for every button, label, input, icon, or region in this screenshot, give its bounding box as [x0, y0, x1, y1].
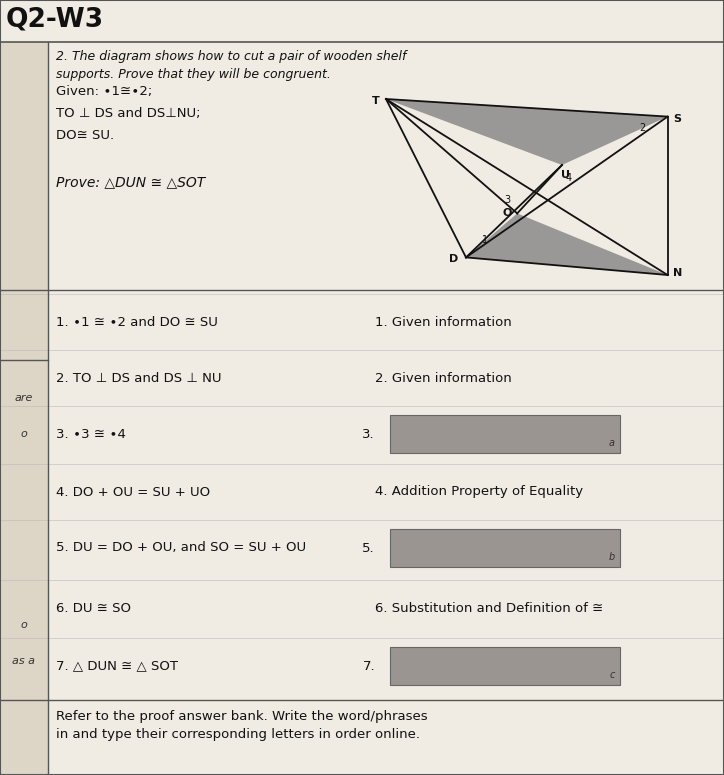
Text: 2. Given information: 2. Given information [375, 371, 512, 384]
Bar [390, 415, 620, 453]
Text: Q2-W3: Q2-W3 [6, 6, 104, 32]
Text: Refer to the proof answer bank. Write the word/phrases: Refer to the proof answer bank. Write th… [56, 710, 428, 723]
Text: 2: 2 [639, 122, 645, 133]
Text: 5.: 5. [363, 542, 375, 554]
Text: 3.: 3. [363, 428, 375, 440]
Text: U: U [562, 170, 571, 180]
Text: Given: ∙1≅∙2;: Given: ∙1≅∙2; [56, 85, 152, 98]
Bar [0, 42, 48, 775]
Text: as a: as a [12, 656, 35, 666]
Text: supports. Prove that they will be congruent.: supports. Prove that they will be congru… [56, 68, 331, 81]
Text: 2. The diagram shows how to cut a pair of wooden shelf: 2. The diagram shows how to cut a pair o… [56, 50, 406, 63]
Text: a: a [609, 438, 615, 448]
Text: TO ⊥ DS and DS⊥NU;: TO ⊥ DS and DS⊥NU; [56, 107, 201, 120]
Text: o: o [20, 429, 28, 439]
Bar [390, 647, 620, 685]
Text: 6. DU ≅ SO: 6. DU ≅ SO [56, 601, 131, 615]
Text: D: D [450, 254, 458, 264]
Text: o: o [20, 620, 28, 630]
Text: in and type their corresponding letters in order online.: in and type their corresponding letters … [56, 728, 420, 741]
Text: c: c [610, 670, 615, 680]
Text: 5. DU = DO + OU, and SO = SU + OU: 5. DU = DO + OU, and SO = SU + OU [56, 542, 306, 554]
Text: are: are [14, 392, 33, 402]
Text: 1: 1 [482, 235, 488, 245]
Text: Prove: △DUN ≅ △SOT: Prove: △DUN ≅ △SOT [56, 175, 205, 189]
Text: 4. Addition Property of Equality: 4. Addition Property of Equality [375, 485, 583, 498]
Text: O: O [502, 208, 512, 219]
Text: 6. Substitution and Definition of ≅: 6. Substitution and Definition of ≅ [375, 601, 603, 615]
Text: 1. ∙1 ≅ ∙2 and DO ≅ SU: 1. ∙1 ≅ ∙2 and DO ≅ SU [56, 315, 218, 329]
Text: S: S [673, 114, 681, 123]
Text: b: b [609, 552, 615, 562]
Text: N: N [673, 268, 682, 278]
Text: 3. ∙3 ≅ ∙4: 3. ∙3 ≅ ∙4 [56, 428, 126, 440]
Text: 4: 4 [565, 173, 571, 183]
Text: 1. Given information: 1. Given information [375, 315, 512, 329]
Text: 7. △ DUN ≅ △ SOT: 7. △ DUN ≅ △ SOT [56, 660, 178, 673]
Text: DO≅ SU.: DO≅ SU. [56, 129, 114, 142]
Text: T: T [372, 96, 380, 106]
Bar [0, 0, 724, 42]
Polygon shape [386, 99, 668, 165]
Text: 3: 3 [505, 195, 510, 205]
Polygon shape [466, 213, 668, 275]
Text: 2. TO ⊥ DS and DS ⊥ NU: 2. TO ⊥ DS and DS ⊥ NU [56, 371, 222, 384]
Text: 4. DO + OU = SU + UO: 4. DO + OU = SU + UO [56, 485, 210, 498]
Bar [390, 529, 620, 567]
Text: 7.: 7. [363, 660, 375, 673]
